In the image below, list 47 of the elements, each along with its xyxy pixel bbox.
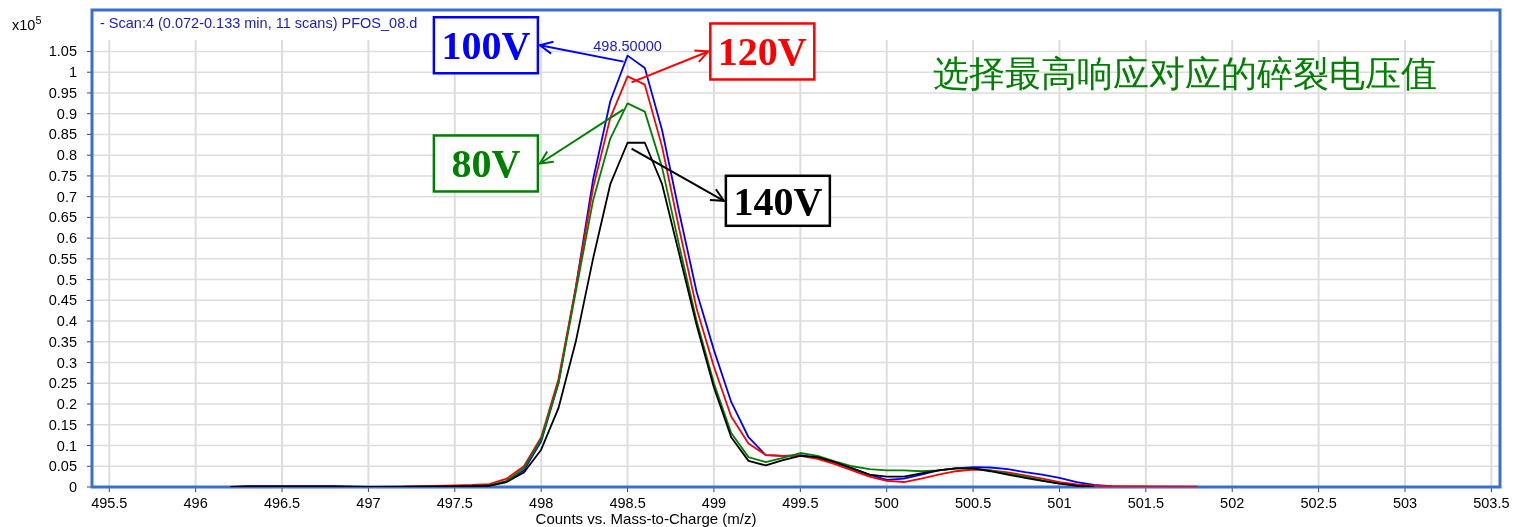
y-tick-label: 0.45 — [48, 292, 77, 309]
y-tick-label: 0.7 — [56, 188, 77, 205]
y-tick-label: 1 — [68, 64, 77, 81]
x-tick-label: 497.5 — [436, 495, 473, 511]
x-tick-label: 501.5 — [1127, 495, 1164, 511]
y-tick-label: 0.35 — [48, 333, 77, 350]
y-tick-label: 0.2 — [56, 396, 77, 413]
x-tick-label: 500.5 — [954, 495, 992, 511]
legend-label: 140V — [733, 178, 823, 224]
x-tick-label: 497 — [356, 495, 381, 511]
legend-label: 120V — [717, 29, 807, 75]
y-tick-label: 0.8 — [56, 147, 77, 164]
y-tick-label: 0.05 — [48, 458, 77, 475]
x-tick-label: 498 — [529, 495, 554, 511]
y-tick-label: 0.9 — [56, 105, 77, 122]
chart-title: - Scan:4 (0.072-0.133 min, 11 scans) PFOS_08.d — [100, 15, 418, 31]
x-tick-label: 500 — [874, 495, 899, 511]
y-tick-label: 0.85 — [48, 126, 77, 143]
x-tick-label: 503.5 — [1473, 495, 1510, 511]
y-tick-label: 0.95 — [48, 84, 77, 101]
x-tick-label: 498.5 — [609, 495, 646, 511]
annotation: 选择最高响应对应的碎裂电压值 — [933, 53, 1437, 94]
y-tick-label: 0.75 — [48, 167, 77, 184]
x-tick-label: 503 — [1392, 495, 1418, 511]
y-tick-label: 1.05 — [48, 43, 77, 60]
y-tick-label: 0.3 — [56, 354, 77, 371]
x-tick-label: 502.5 — [1300, 495, 1337, 511]
series-label: 80V — [451, 141, 521, 187]
y-tick-label: 0.15 — [48, 416, 77, 433]
y-axis-title: x10$^{5}$ — [12, 14, 42, 33]
x-tick-label: 502 — [1220, 495, 1245, 511]
x-tick-label: 496.5 — [263, 495, 301, 511]
y-tick-label: 0.5 — [56, 271, 77, 288]
y-tick-label: 0 — [68, 479, 77, 495]
x-tick-label: 501 — [1047, 495, 1072, 511]
y-tick-label: 0.4 — [56, 313, 77, 330]
y-tick-label: 0.55 — [48, 250, 77, 267]
x-tick-label: 499.5 — [782, 495, 819, 511]
x-tick-label: 499 — [701, 495, 727, 511]
x-tick-label: 496 — [183, 495, 208, 511]
y-tick-label: 0.25 — [48, 375, 77, 392]
y-tick-label: 0.1 — [56, 437, 77, 454]
annotation: 498.50000 — [593, 37, 662, 54]
x-axis-title: Counts vs. Mass-to-Charge (m/z) — [535, 510, 757, 527]
y-tick-label: 0.65 — [48, 209, 77, 226]
y-tick-label: 0.6 — [56, 230, 77, 247]
x-tick-label: 495.5 — [91, 495, 128, 511]
